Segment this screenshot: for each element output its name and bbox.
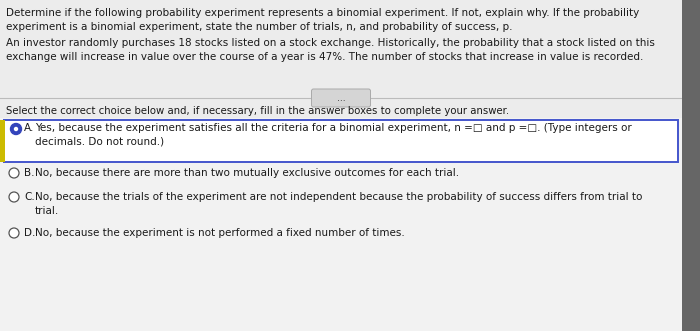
Circle shape bbox=[9, 168, 19, 178]
Text: D.: D. bbox=[24, 228, 36, 238]
Text: No, because the trials of the experiment are not independent because the probabi: No, because the trials of the experiment… bbox=[35, 192, 643, 202]
Text: Yes, because the experiment satisfies all the criteria for a binomial experiment: Yes, because the experiment satisfies al… bbox=[35, 123, 631, 133]
Bar bbox=[0, 0, 682, 118]
FancyBboxPatch shape bbox=[312, 89, 370, 107]
Text: Select the correct choice below and, if necessary, fill in the answer boxes to c: Select the correct choice below and, if … bbox=[6, 106, 509, 116]
Text: No, because there are more than two mutually exclusive outcomes for each trial.: No, because there are more than two mutu… bbox=[35, 168, 459, 178]
Circle shape bbox=[9, 228, 19, 238]
Bar bbox=[0, 118, 682, 331]
Text: C.: C. bbox=[24, 192, 35, 202]
Text: trial.: trial. bbox=[35, 206, 60, 216]
Bar bbox=[0, 120, 5, 162]
Text: exchange will increase in value over the course of a year is 47%. The number of : exchange will increase in value over the… bbox=[6, 52, 643, 62]
Text: B.: B. bbox=[24, 168, 34, 178]
Circle shape bbox=[10, 123, 22, 134]
Text: An investor randomly purchases 18 stocks listed on a stock exchange. Historicall: An investor randomly purchases 18 stocks… bbox=[6, 38, 655, 48]
Text: No, because the experiment is not performed a fixed number of times.: No, because the experiment is not perfor… bbox=[35, 228, 405, 238]
Text: A.: A. bbox=[24, 123, 34, 133]
Text: experiment is a binomial experiment, state the number of trials, n, and probabil: experiment is a binomial experiment, sta… bbox=[6, 22, 512, 32]
Bar bbox=[4, 120, 678, 162]
Circle shape bbox=[9, 192, 19, 202]
Circle shape bbox=[14, 127, 18, 131]
Text: ...: ... bbox=[337, 94, 345, 103]
Text: Determine if the following probability experiment represents a binomial experime: Determine if the following probability e… bbox=[6, 8, 639, 18]
Text: decimals. Do not round.): decimals. Do not round.) bbox=[35, 137, 164, 147]
Bar bbox=[682, 0, 700, 331]
